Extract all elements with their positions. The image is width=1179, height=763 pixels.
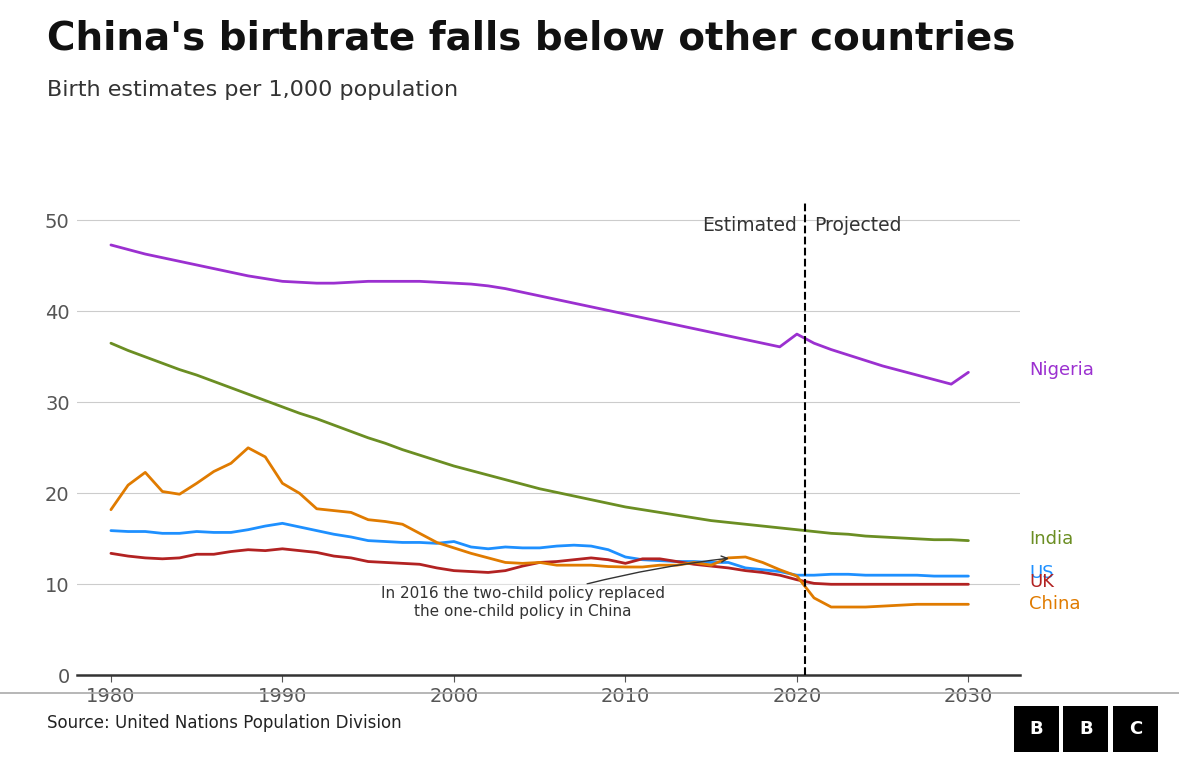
Text: China: China bbox=[1029, 595, 1081, 613]
Text: China's birthrate falls below other countries: China's birthrate falls below other coun… bbox=[47, 19, 1015, 57]
Text: US: US bbox=[1029, 565, 1054, 582]
Text: Birth estimates per 1,000 population: Birth estimates per 1,000 population bbox=[47, 80, 459, 100]
Text: India: India bbox=[1029, 530, 1074, 548]
Text: B: B bbox=[1079, 720, 1093, 738]
Text: Source: United Nations Population Division: Source: United Nations Population Divisi… bbox=[47, 714, 402, 732]
Text: C: C bbox=[1128, 720, 1142, 738]
Text: B: B bbox=[1029, 720, 1043, 738]
Text: In 2016 the two-child policy replaced
the one-child policy in China: In 2016 the two-child policy replaced th… bbox=[381, 556, 727, 619]
Text: UK: UK bbox=[1029, 574, 1054, 591]
Text: Nigeria: Nigeria bbox=[1029, 362, 1094, 379]
Text: Estimated: Estimated bbox=[702, 216, 797, 235]
Text: Projected: Projected bbox=[814, 216, 902, 235]
